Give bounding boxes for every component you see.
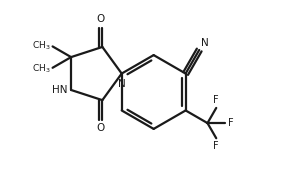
Text: F: F — [213, 95, 219, 105]
Text: O: O — [96, 14, 105, 24]
Text: HN: HN — [53, 85, 68, 95]
Text: N: N — [201, 38, 209, 48]
Text: N: N — [118, 79, 126, 89]
Text: CH$_3$: CH$_3$ — [32, 39, 51, 52]
Text: O: O — [96, 123, 105, 133]
Text: F: F — [213, 141, 219, 151]
Text: CH$_3$: CH$_3$ — [32, 62, 51, 75]
Text: F: F — [228, 118, 233, 128]
